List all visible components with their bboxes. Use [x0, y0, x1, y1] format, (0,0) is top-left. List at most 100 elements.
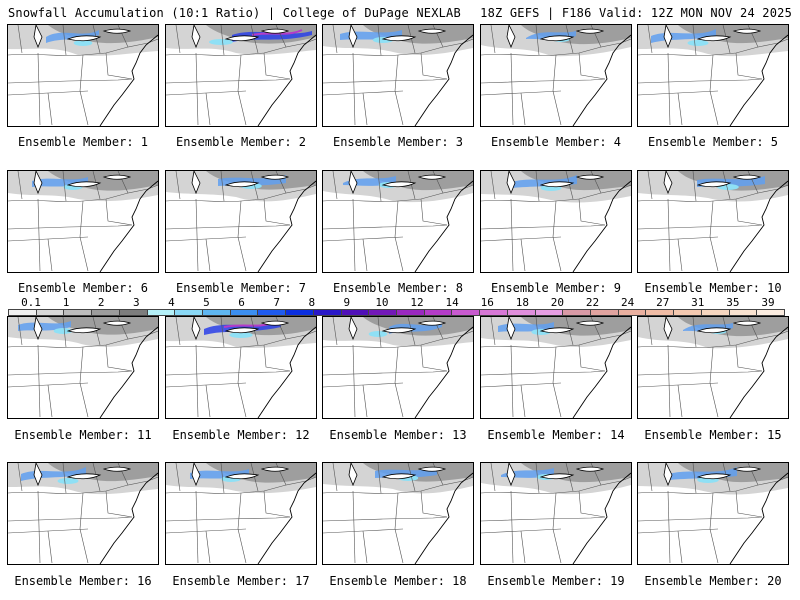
colorbar-swatch [340, 309, 370, 316]
state-border-line [432, 171, 473, 194]
state-border-line [692, 463, 697, 494]
colorbar-swatch [617, 309, 647, 316]
ensemble-panel [7, 316, 159, 419]
colorbar-swatch [257, 309, 287, 316]
lake-ontario [575, 174, 605, 180]
lake-erie [224, 327, 260, 334]
coastline [414, 326, 473, 418]
ensemble-panel [322, 316, 474, 419]
state-border-line [677, 92, 683, 126]
snowfall-map [638, 171, 788, 272]
snowfall-map [481, 25, 631, 126]
state-border-line [692, 317, 697, 348]
lake-michigan [348, 171, 358, 195]
state-border-line [62, 317, 67, 348]
state-border-line [520, 530, 526, 564]
ensemble-member-caption: Ensemble Member: 12 [172, 428, 310, 442]
lake-michigan [348, 317, 358, 341]
colorbar-tick-label: 6 [238, 296, 245, 309]
state-border-line [735, 344, 763, 372]
state-border-line [481, 224, 606, 230]
lake-erie [224, 35, 260, 42]
state-border-line [323, 78, 448, 84]
state-border-line [520, 92, 526, 126]
colorbar-tick-label: 1 [62, 296, 70, 309]
state-border-line [332, 317, 338, 346]
colorbar-swatch [645, 309, 675, 316]
state-border-line [647, 463, 653, 492]
colorbar-tick-label: 5 [203, 296, 210, 309]
state-border-line [37, 198, 41, 272]
colorbar-swatch [506, 309, 536, 316]
state-border-line [377, 317, 382, 348]
state-border-line [377, 171, 382, 202]
snowfall-map [638, 25, 788, 126]
state-border-line [552, 346, 562, 418]
state-border-line [510, 198, 514, 272]
state-border-line [263, 490, 291, 518]
lake-michigan [506, 317, 516, 341]
state-border-line [565, 25, 574, 54]
colorbar-swatch [451, 309, 481, 316]
coastline [257, 472, 316, 564]
colorbar-tick-label: 10 [375, 296, 389, 309]
state-border-line [17, 171, 23, 200]
state-border-line [420, 344, 448, 372]
ensemble-member-caption: Ensemble Member: 10 [644, 281, 782, 295]
lake-michigan [33, 463, 43, 487]
state-border-line [520, 238, 526, 272]
lake-michigan [33, 171, 43, 195]
colorbar-tick-label: 20 [550, 296, 565, 309]
state-border-line [420, 52, 448, 80]
ensemble-panel [7, 24, 159, 127]
ensemble-panel [637, 316, 789, 419]
state-border-line [667, 344, 671, 418]
ensemble-member-caption: Ensemble Member: 2 [175, 135, 307, 149]
state-border-line [47, 238, 53, 272]
snowfall-map [638, 317, 788, 418]
state-border-line [237, 54, 247, 126]
snowfall-map [8, 171, 158, 272]
lake-ontario [260, 320, 290, 326]
state-border-line [490, 171, 496, 200]
lake-ontario [732, 320, 762, 326]
state-border-line [552, 492, 562, 564]
colorbar-swatch [673, 309, 702, 316]
state-border-line [722, 317, 731, 346]
colorbar-tick-label: 8 [308, 296, 316, 309]
state-border-line [195, 490, 199, 564]
state-border-line [578, 344, 606, 372]
colorbar-tick-label: 3 [132, 296, 140, 309]
colorbar-swatch [202, 309, 231, 316]
snowfall-map [8, 317, 158, 418]
state-border-line [420, 490, 448, 518]
state-border-line [37, 344, 41, 418]
ensemble-panel [637, 462, 789, 565]
ensemble-member-caption: Ensemble Member: 5 [647, 135, 779, 149]
state-border-line [275, 171, 316, 194]
state-border-line [490, 25, 496, 54]
state-border-line [62, 463, 67, 494]
snow-moderate-area [521, 317, 631, 336]
state-border-line [394, 492, 404, 564]
state-border-line [263, 344, 291, 372]
ensemble-member-caption: Ensemble Member: 1 [17, 135, 149, 149]
snowfall-map [638, 463, 788, 564]
lake-michigan [33, 317, 43, 341]
colorbar-swatch [285, 309, 314, 316]
state-border-line [407, 171, 416, 200]
lake-erie [381, 181, 417, 188]
state-border-line [735, 52, 763, 80]
coastline [257, 180, 316, 272]
ensemble-panel [165, 170, 317, 273]
colorbar-swatch [479, 309, 508, 316]
state-border-line [323, 370, 448, 376]
colorbar-swatch [35, 309, 65, 316]
snowfall-map [166, 25, 316, 126]
state-border-line [175, 317, 181, 346]
colorbar-swatch [396, 309, 425, 316]
state-border-line [362, 384, 368, 418]
state-border-line [92, 463, 101, 492]
state-border-line [552, 54, 562, 126]
state-border-line [92, 317, 101, 346]
